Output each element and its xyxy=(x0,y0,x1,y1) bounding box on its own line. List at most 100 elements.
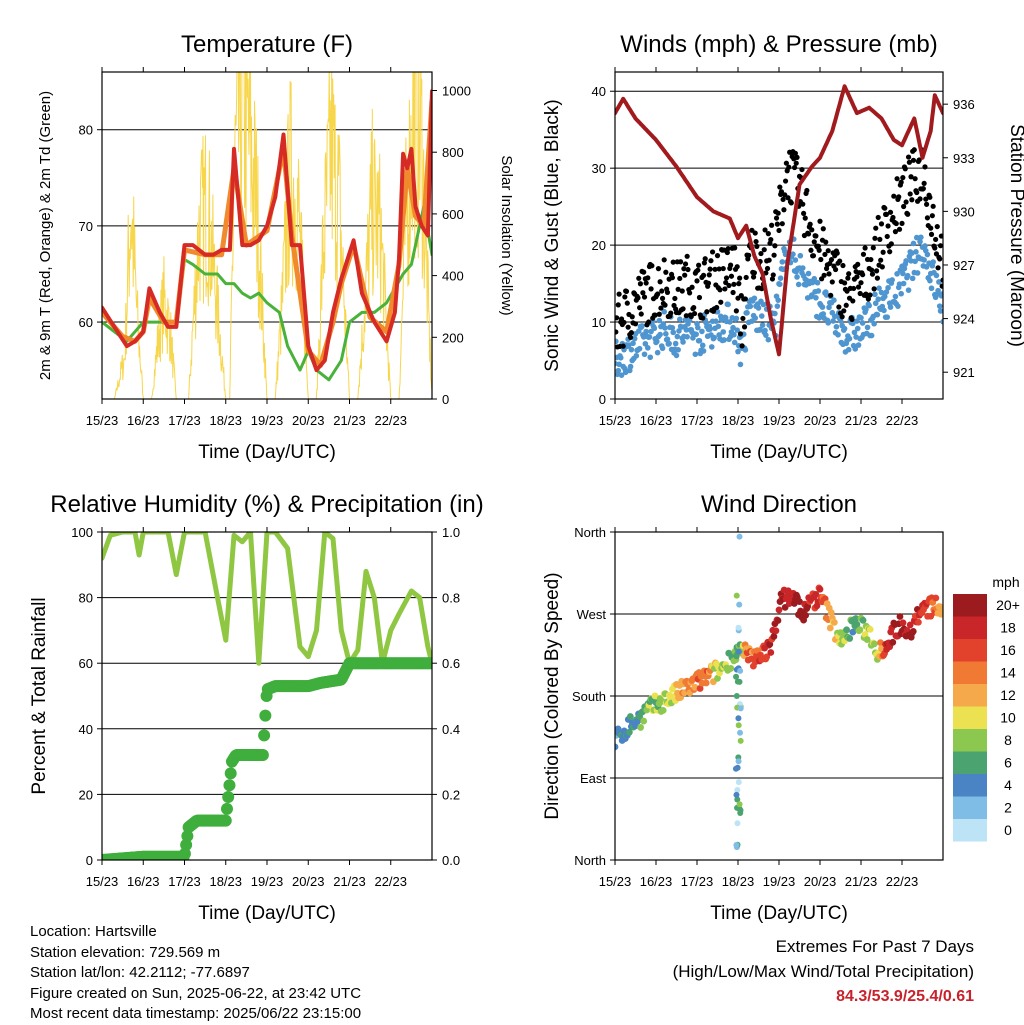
gust-point xyxy=(777,184,783,190)
gust-point xyxy=(775,210,781,216)
gust-point xyxy=(885,223,891,229)
wind-point xyxy=(794,274,800,280)
wind-point xyxy=(730,324,736,331)
gust-point xyxy=(892,229,899,235)
wind-point xyxy=(930,259,936,265)
gust-point xyxy=(786,164,792,170)
gust-point xyxy=(716,266,722,272)
gust-point xyxy=(751,270,758,276)
speed-colorbar: mph 20+ 18 16 14 12 10 8 6 4 2 0 xyxy=(953,574,1020,842)
y-tick-label: South xyxy=(572,689,606,704)
x-tick-label: 20/23 xyxy=(292,413,325,428)
wind-point xyxy=(813,294,819,301)
gust-point xyxy=(707,266,713,272)
direction-point xyxy=(734,820,741,827)
y2-tick-label: 1000 xyxy=(442,84,471,99)
plot-area xyxy=(615,84,943,378)
gust-point xyxy=(828,292,834,298)
wind-point xyxy=(669,325,676,331)
wind-point xyxy=(903,258,909,264)
wind-point xyxy=(876,285,882,291)
direction-point xyxy=(774,617,782,624)
colorbar-swatch xyxy=(953,796,987,819)
gust-point xyxy=(682,261,689,267)
gust-point xyxy=(845,275,851,281)
direction-point xyxy=(736,801,743,808)
gust-point xyxy=(696,262,702,268)
colorbar-label: 18 xyxy=(1000,620,1016,636)
y-tick-label: 40 xyxy=(592,84,606,99)
y-tick-label: 0 xyxy=(86,853,93,868)
wind-point xyxy=(874,311,881,318)
gust-point xyxy=(655,291,661,297)
wind-point xyxy=(799,265,806,271)
gust-point xyxy=(640,290,646,296)
x-tick-label: 15/23 xyxy=(86,413,119,428)
wind-point xyxy=(633,352,640,359)
gust-point xyxy=(681,266,687,272)
x-tick-label: 18/23 xyxy=(209,413,242,428)
series-station-pressure xyxy=(615,84,943,357)
gust-point xyxy=(873,225,879,231)
gust-point xyxy=(776,227,782,234)
x-axis-title: Time (Day/UTC) xyxy=(198,903,336,924)
gust-point xyxy=(873,268,880,274)
gust-point xyxy=(937,256,943,262)
gust-point xyxy=(765,231,771,237)
gust-point xyxy=(754,243,760,249)
gust-point xyxy=(695,267,701,273)
gust-point xyxy=(620,343,626,349)
y2-tick-label: 600 xyxy=(442,207,464,222)
y-tick-label: 80 xyxy=(79,123,93,138)
gust-point xyxy=(870,245,876,251)
y2-tick-label: 930 xyxy=(953,204,975,219)
gust-point xyxy=(940,277,943,283)
wind-point xyxy=(894,271,900,277)
gust-point xyxy=(887,209,894,215)
gust-point xyxy=(669,275,676,281)
y-tick-label: 60 xyxy=(79,315,93,330)
gust-point xyxy=(900,175,906,181)
gust-point xyxy=(849,316,855,323)
gust-point xyxy=(728,262,734,268)
wind-point xyxy=(654,338,660,345)
wind-point xyxy=(835,331,841,338)
gust-point xyxy=(773,215,780,221)
gust-point xyxy=(909,197,915,203)
gust-point xyxy=(615,315,620,321)
wind-point xyxy=(680,339,686,345)
wind-point xyxy=(659,345,666,352)
wind-point xyxy=(615,367,622,374)
gust-point xyxy=(740,315,746,322)
gust-point xyxy=(836,304,842,310)
y2-tick-label: 936 xyxy=(953,97,975,112)
gust-point xyxy=(772,243,778,249)
y-tick-label: 10 xyxy=(592,315,606,330)
gust-point xyxy=(616,291,622,297)
panel-winds: Winds (mph) & Pressure (mb) 0 10 20 30 40 921 9… xyxy=(542,31,1024,463)
direction-point xyxy=(906,621,914,629)
plot-frame xyxy=(614,71,944,400)
y2-tick-label: 933 xyxy=(953,151,975,166)
gust-point xyxy=(723,275,730,281)
colorbar-label: 2 xyxy=(1004,800,1012,816)
direction-point xyxy=(889,638,897,646)
x-tick-label: 17/23 xyxy=(168,874,201,889)
gust-point xyxy=(933,236,939,243)
panel-temperature: Temperature (F)6070800200400600800100015… xyxy=(37,31,515,463)
wind-point xyxy=(875,296,882,303)
wind-point xyxy=(713,318,719,324)
direction-point xyxy=(899,619,907,627)
wind-point xyxy=(864,324,871,331)
wind-point xyxy=(737,361,744,368)
gust-point xyxy=(896,194,902,200)
wind-point xyxy=(647,354,654,361)
direction-point xyxy=(735,758,742,765)
gust-point xyxy=(938,233,943,239)
direction-point xyxy=(766,640,774,648)
direction-point xyxy=(775,606,783,614)
gust-point xyxy=(788,200,794,206)
direction-point xyxy=(737,667,744,674)
gust-point xyxy=(935,265,941,271)
gust-point xyxy=(632,321,639,327)
